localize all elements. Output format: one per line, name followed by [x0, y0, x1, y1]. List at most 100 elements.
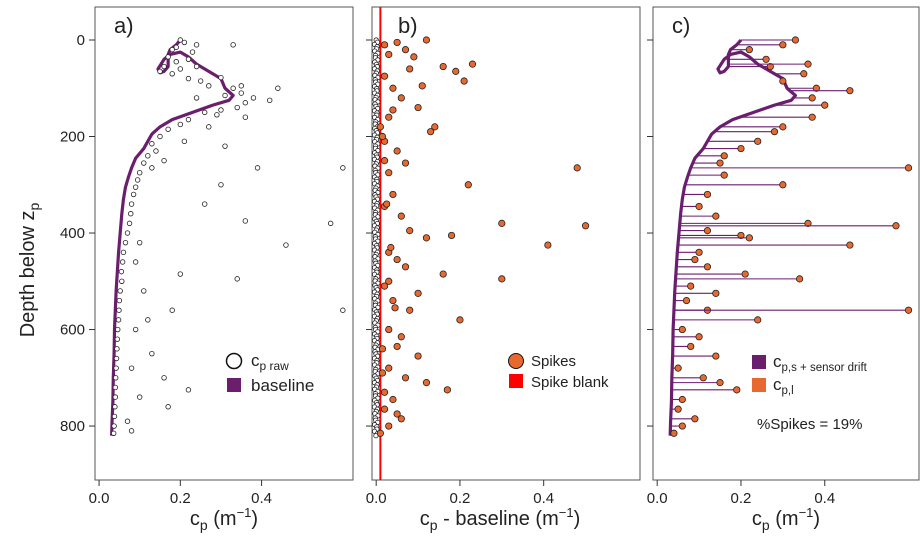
spike-point — [452, 67, 460, 75]
panel-a-legend: cp raw baseline — [225, 351, 314, 395]
spike-point — [422, 36, 431, 44]
spike-point — [387, 243, 395, 252]
spike-point — [670, 429, 678, 437]
raw-point — [161, 157, 167, 164]
spike-point — [393, 255, 401, 264]
x-tick-label: 0.2 — [450, 490, 471, 507]
spike-point — [414, 289, 422, 297]
spike-point — [385, 277, 393, 285]
spike-point — [808, 113, 816, 121]
spike-point — [378, 369, 387, 377]
raw-point — [136, 170, 143, 176]
raw-point — [242, 114, 249, 120]
spike-point — [779, 41, 787, 49]
legend-spike-blank-marker — [509, 374, 523, 388]
raw-point — [202, 109, 208, 116]
raw-point — [119, 278, 125, 284]
raw-point — [124, 230, 131, 236]
spike-point — [380, 405, 389, 413]
panel-c-frame — [652, 6, 920, 481]
spikes-percent-annotation: %Spikes = 19% — [757, 416, 862, 433]
raw-point — [185, 387, 192, 393]
raw-point — [120, 249, 127, 256]
raw-point — [185, 56, 192, 63]
spike-point — [380, 282, 389, 290]
raw-point — [230, 85, 236, 91]
raw-point — [124, 418, 131, 424]
raw-point — [113, 355, 120, 362]
spike-point — [393, 342, 401, 351]
raw-point — [206, 124, 212, 130]
spike-point — [682, 296, 691, 305]
spike-point — [904, 164, 913, 172]
spike-point — [846, 241, 854, 249]
raw-point — [234, 276, 240, 282]
panel-b-frame — [371, 6, 641, 481]
raw-point — [157, 133, 163, 140]
panel-a-frame — [94, 6, 354, 481]
panel-b-y-ticks — [366, 39, 372, 427]
spike-point — [703, 263, 712, 271]
panel-b-x-ticks: 0.0 0.2 0.4 — [366, 480, 554, 507]
raw-point — [230, 42, 236, 48]
spike-point — [846, 87, 854, 95]
raw-point — [126, 220, 133, 227]
raw-point — [117, 288, 123, 294]
raw-point — [165, 404, 171, 410]
spike-point — [791, 36, 800, 44]
legend-spikes-marker — [508, 353, 524, 369]
baseline-line — [668, 38, 798, 436]
spike-point — [389, 296, 397, 305]
spike-point — [691, 255, 699, 264]
legend-entry-spikes: Spikes — [531, 353, 576, 370]
raw-point — [132, 184, 139, 190]
raw-point — [112, 384, 119, 391]
y-tick-label: 600 — [60, 322, 85, 339]
spike-point — [779, 77, 787, 85]
spike-point — [389, 106, 397, 114]
spike-point — [385, 113, 393, 121]
spike-point — [410, 53, 418, 61]
x-tick-label: 0.4 — [251, 490, 272, 507]
spike-point — [745, 46, 753, 54]
raw-point — [110, 430, 117, 436]
panel-c-x-ticks: 0.0 0.2 0.4 — [647, 480, 835, 507]
raw-point — [222, 143, 228, 149]
raw-point — [185, 75, 192, 82]
spike-point — [422, 234, 431, 242]
raw-point — [254, 165, 261, 171]
spike-point — [447, 231, 456, 240]
spike-point — [745, 234, 753, 242]
raw-point — [114, 346, 120, 352]
y-tick-label: 200 — [60, 129, 85, 146]
spike-point — [431, 123, 439, 131]
spike-point — [720, 171, 728, 179]
raw-point — [128, 211, 134, 217]
spike-point — [821, 101, 829, 109]
spike-point — [779, 123, 787, 131]
legend-entry-cps: cp,s + sensor drift — [773, 352, 868, 374]
spike-point — [695, 333, 703, 341]
raw-point — [119, 259, 126, 265]
raw-point — [185, 116, 192, 123]
raw-point — [111, 413, 118, 420]
spike-point — [800, 70, 808, 78]
raw-point — [113, 365, 119, 371]
spike-point — [573, 164, 581, 172]
spike-point — [766, 62, 774, 71]
spike-point — [737, 144, 745, 153]
panel-c-legend: cp,s + sensor drift cp,l — [752, 352, 868, 397]
spike-point — [904, 306, 913, 314]
raw-point — [132, 326, 139, 333]
raw-point — [153, 148, 159, 154]
legend-entry-cpl: cp,l — [773, 375, 794, 397]
baseline-line — [110, 38, 235, 436]
spike-point — [380, 388, 389, 396]
spike-point — [796, 275, 804, 283]
spike-point — [498, 219, 506, 227]
spike-point — [674, 405, 682, 413]
raw-point — [128, 201, 135, 207]
spike-point — [460, 77, 468, 85]
spike-point — [385, 50, 393, 59]
